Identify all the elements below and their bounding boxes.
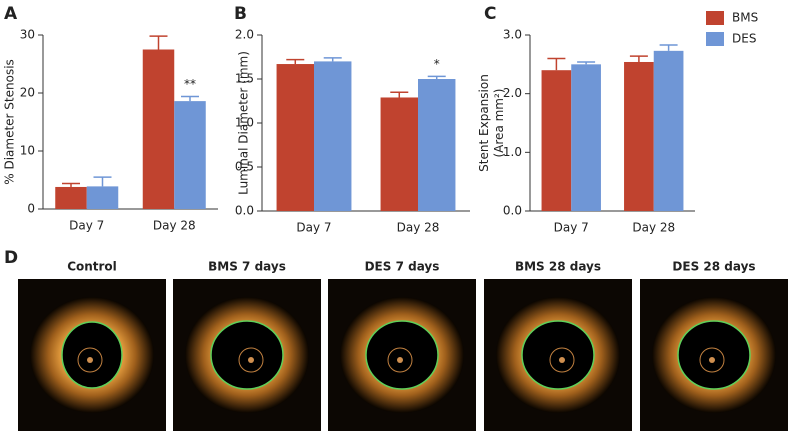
- error-bar: [286, 58, 305, 65]
- catheter-core: [559, 357, 565, 363]
- error-bar: [62, 182, 80, 187]
- y-axis-label: Stent Expansion: [477, 74, 491, 172]
- panel-label: D: [4, 248, 18, 268]
- error-bar: [577, 61, 596, 65]
- image-caption: DES 7 days: [365, 260, 440, 274]
- x-tick-label: Day 28: [632, 221, 675, 235]
- catheter: [77, 347, 103, 373]
- y-tick-label: 2.0: [235, 28, 254, 42]
- lumen-border: [521, 320, 595, 390]
- catheter: [238, 347, 264, 373]
- panel-label: B: [234, 4, 247, 24]
- bar: [174, 101, 206, 209]
- y-tick-label: 1.0: [503, 145, 522, 159]
- bar: [142, 49, 175, 209]
- lumen-border: [677, 320, 751, 390]
- bar: [380, 97, 418, 211]
- catheter-core: [87, 357, 93, 363]
- error-bar: [93, 176, 112, 187]
- panel-label: C: [484, 4, 496, 24]
- error-bar: [323, 57, 342, 62]
- lumen-border: [365, 320, 439, 390]
- bar: [541, 70, 572, 211]
- y-tick-label: 0.0: [235, 204, 254, 218]
- error-bar: [629, 55, 648, 62]
- x-tick-label: Day 7: [296, 221, 331, 235]
- y-tick-label: 20: [20, 86, 35, 100]
- legend-swatch: [706, 32, 724, 46]
- bar: [276, 64, 314, 211]
- legend-label: DES: [732, 32, 756, 46]
- bar: [418, 79, 456, 211]
- error-bar: [659, 44, 678, 51]
- legend-swatch: [706, 11, 724, 25]
- catheter: [387, 347, 413, 373]
- error-bar: [547, 57, 566, 71]
- y-tick-label: 0.5: [235, 160, 254, 174]
- y-axis-label: % Diameter Stenosis: [3, 59, 17, 185]
- y-tick-label: 1.5: [235, 72, 254, 86]
- error-bar: [390, 91, 409, 98]
- y-tick-label: 2.0: [503, 86, 522, 100]
- error-bar: [427, 75, 446, 79]
- y-tick-label: 0: [27, 202, 35, 216]
- y-tick-label: 30: [20, 28, 35, 42]
- catheter-core: [397, 357, 403, 363]
- significance: *: [434, 57, 440, 71]
- y-axis-label: (Area mm²): [492, 89, 506, 158]
- bar: [314, 61, 352, 212]
- lumen-border: [210, 320, 284, 390]
- image-caption: DES 28 days: [672, 260, 755, 274]
- bar: [571, 64, 601, 211]
- image-caption: BMS 28 days: [515, 260, 601, 274]
- legend-label: BMS: [732, 11, 758, 25]
- bar: [653, 50, 684, 212]
- significance: **: [184, 77, 196, 91]
- x-tick-label: Day 7: [554, 221, 589, 235]
- x-tick-label: Day 28: [397, 221, 440, 235]
- x-tick-label: Day 7: [69, 219, 104, 233]
- image-caption: BMS 7 days: [208, 260, 286, 274]
- x-tick-label: Day 28: [153, 219, 196, 233]
- panel-label: A: [4, 4, 18, 24]
- catheter: [549, 347, 575, 373]
- bar: [55, 186, 87, 209]
- image-caption: Control: [67, 260, 117, 274]
- error-bar: [181, 95, 199, 102]
- bar: [86, 186, 119, 209]
- catheter: [699, 347, 725, 373]
- y-tick-label: 0.0: [503, 204, 522, 218]
- y-tick-label: 10: [20, 144, 35, 158]
- lumen-border: [61, 321, 123, 389]
- y-tick-label: 3.0: [503, 28, 522, 42]
- y-axis-label: Luminal Diameter (mm): [237, 51, 251, 195]
- error-bar: [149, 35, 168, 50]
- catheter-core: [709, 357, 715, 363]
- y-tick-label: 1.0: [235, 116, 254, 130]
- bar: [624, 61, 654, 212]
- catheter-core: [248, 357, 254, 363]
